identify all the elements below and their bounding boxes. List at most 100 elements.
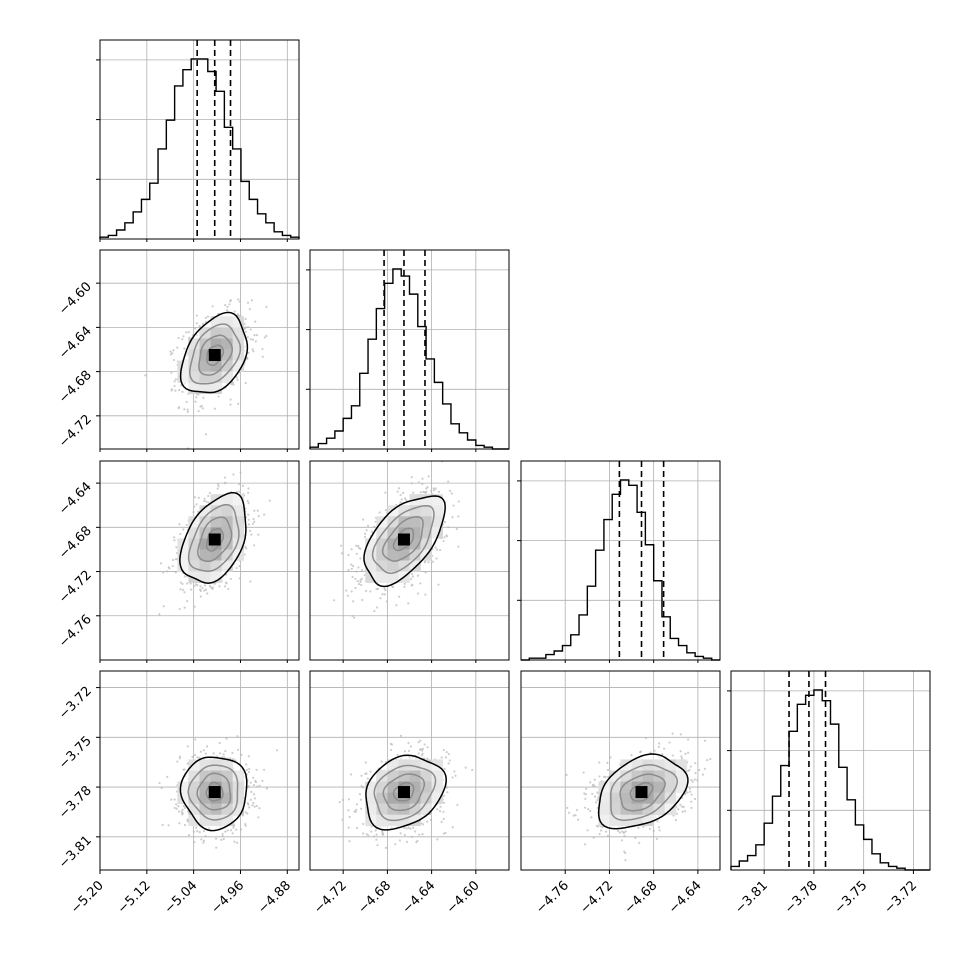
sample-point: [403, 826, 406, 829]
sample-point: [582, 771, 585, 774]
sample-point: [656, 820, 659, 823]
sample-point: [226, 829, 229, 832]
sample-point: [177, 810, 181, 813]
sample-point: [679, 733, 682, 736]
sample-point: [203, 497, 206, 500]
sample-point: [205, 500, 208, 503]
sample-point: [232, 824, 236, 827]
panel-content: [100, 671, 299, 870]
sample-point: [196, 830, 199, 833]
sample-point: [225, 737, 228, 740]
sample-point: [201, 586, 204, 590]
sample-point: [658, 742, 661, 745]
sample-point: [191, 755, 194, 758]
sample-point: [691, 780, 694, 783]
sample-point: [198, 324, 201, 328]
sample-point: [384, 846, 387, 849]
sample-point: [253, 520, 256, 523]
sample-point: [169, 350, 172, 353]
sample-point: [353, 616, 356, 619]
sample-point: [431, 560, 435, 563]
scatter-panel-r2-c1: [99, 249, 300, 450]
sample-point: [222, 753, 225, 756]
sample-point: [451, 516, 454, 519]
sample-point: [221, 832, 224, 836]
sample-point: [694, 762, 697, 765]
sample-point: [249, 781, 252, 784]
sample-point: [689, 790, 692, 793]
sample-point: [208, 491, 212, 495]
sample-point: [204, 316, 207, 319]
scatter-panel-r4-c3: [520, 670, 721, 871]
sample-point: [263, 513, 266, 516]
sample-point: [265, 787, 268, 790]
panel-content: [310, 461, 509, 660]
sample-point: [369, 590, 372, 593]
density-peak: [208, 786, 221, 799]
sample-point: [709, 757, 712, 761]
sample-point: [575, 808, 579, 812]
sample-point: [407, 749, 411, 753]
sample-point: [347, 826, 350, 829]
sample-point: [231, 751, 234, 755]
sample-point: [257, 533, 260, 536]
sample-point: [158, 781, 161, 785]
sample-point: [223, 585, 227, 588]
sample-point: [214, 837, 218, 840]
sample-point: [181, 588, 185, 591]
sample-point: [254, 320, 257, 323]
sample-point: [624, 830, 627, 833]
sample-point: [398, 839, 402, 842]
sample-point: [173, 539, 176, 542]
sample-point: [425, 487, 428, 490]
sample-point: [245, 768, 248, 772]
sample-point: [375, 833, 378, 836]
sample-point: [355, 808, 358, 811]
sample-point: [372, 835, 376, 838]
sample-point: [412, 491, 415, 494]
y-tick-label: −4.72: [56, 412, 95, 451]
sample-point: [403, 582, 406, 585]
sample-point: [224, 303, 227, 307]
sample-point: [218, 741, 221, 745]
sample-point: [583, 806, 587, 809]
sample-point: [353, 810, 356, 813]
sample-point: [586, 829, 589, 832]
sample-point: [363, 535, 367, 539]
sample-point: [198, 831, 201, 834]
sample-point: [251, 348, 254, 351]
sample-point: [567, 811, 571, 814]
sample-point: [241, 484, 245, 487]
sample-point: [373, 525, 376, 528]
sample-point: [178, 755, 182, 758]
sample-point: [249, 798, 252, 801]
density-peak: [208, 349, 221, 362]
sample-point: [169, 353, 172, 356]
sample-point: [355, 552, 358, 555]
sample-point: [395, 604, 398, 607]
sample-point: [257, 816, 260, 819]
sample-point: [249, 328, 252, 331]
sample-point: [593, 795, 597, 798]
sample-point: [258, 784, 261, 787]
sample-point: [181, 582, 184, 586]
sample-point: [590, 816, 593, 819]
sample-point: [359, 798, 363, 801]
sample-point: [682, 805, 685, 808]
x-axis-col-4: −3.81 −3.78 −3.75 −3.72: [732, 870, 920, 917]
sample-point: [437, 490, 441, 493]
sample-point: [644, 736, 648, 740]
sample-point: [186, 599, 189, 603]
y-tick-label: −4.68: [56, 524, 95, 563]
sample-point: [447, 480, 450, 483]
scatter-panel-r3-c2: [309, 460, 510, 661]
sample-point: [340, 552, 344, 555]
sample-point: [231, 832, 234, 835]
sample-point: [471, 768, 474, 772]
sample-point: [360, 807, 363, 810]
sample-point: [405, 827, 408, 830]
sample-point: [224, 750, 227, 753]
panel-frame: [520, 670, 721, 871]
sample-point: [183, 806, 186, 810]
sample-point: [423, 561, 426, 564]
